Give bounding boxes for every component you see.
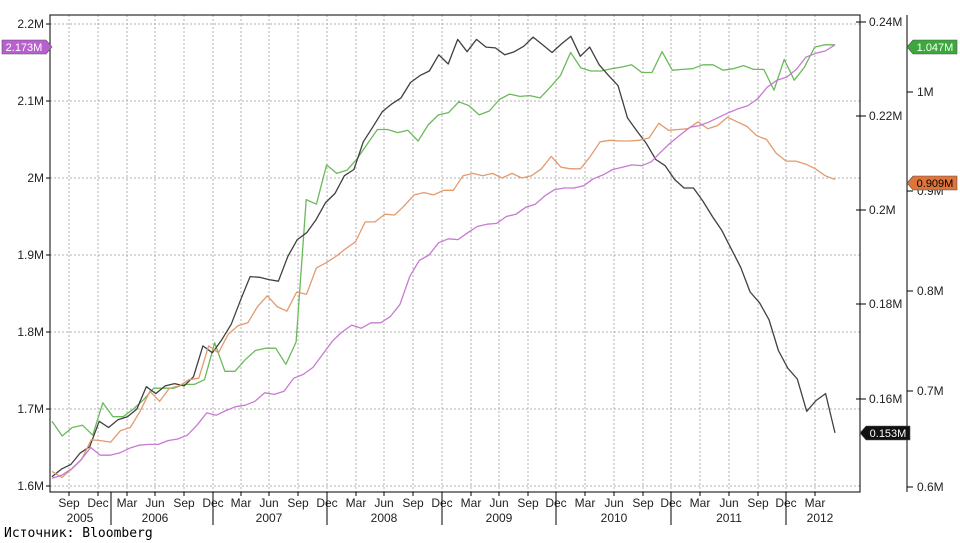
- value-badge: [906, 175, 958, 191]
- series-lines: [51, 35, 836, 479]
- right-a-tick-label: 0.24M: [869, 15, 902, 29]
- series-line: [51, 44, 836, 479]
- x-month-label: Sep: [632, 496, 654, 510]
- right-a-tick-label: 0.2M: [869, 203, 896, 217]
- source-note: Источник: Bloomberg: [4, 526, 153, 541]
- value-badge-label: 0.153M: [870, 428, 907, 440]
- left-tick-label: 2.1M: [17, 94, 44, 108]
- series-line: [51, 116, 836, 479]
- value-badge: [906, 39, 958, 55]
- x-year-label: 2007: [256, 511, 283, 525]
- x-month-label: Sep: [58, 496, 80, 510]
- left-tick-label: 1.7M: [17, 402, 44, 416]
- x-year-label: 2008: [371, 511, 398, 525]
- x-month-label: Jun: [489, 496, 508, 510]
- grid: [50, 15, 860, 492]
- value-badge-label: 2.173M: [6, 42, 43, 54]
- x-month-label: Sep: [287, 496, 309, 510]
- x-year-label: 2006: [142, 511, 169, 525]
- right-a-tick-label: 0.22M: [869, 109, 902, 123]
- x-month-label: Mar: [575, 496, 596, 510]
- x-month-label: Mar: [346, 496, 367, 510]
- x-month-label: Jun: [374, 496, 393, 510]
- x-month-label: Jun: [145, 496, 164, 510]
- right-axis-a: 0.24M 0.22M 0.2M 0.18M 0.16M: [856, 15, 902, 406]
- value-badge: [859, 425, 911, 441]
- x-month-label: Sep: [173, 496, 195, 510]
- right-b-tick-label: 0.6M: [917, 480, 944, 494]
- left-axis: 2.2M 2.1M 2M 1.9M 1.8M 1.7M 1.6M: [17, 17, 50, 493]
- plot-frame: [49, 14, 861, 493]
- x-year-label: 2010: [601, 511, 628, 525]
- left-tick-label: 1.9M: [17, 248, 44, 262]
- x-month-label: Jun: [259, 496, 278, 510]
- value-badge-label: 0.909M: [917, 178, 954, 190]
- left-tick-label: 1.8M: [17, 325, 44, 339]
- left-tick-label: 1.6M: [17, 479, 44, 493]
- x-year-label: 2005: [67, 511, 94, 525]
- x-month-label: Mar: [805, 496, 826, 510]
- x-month-label: Dec: [87, 496, 108, 510]
- right-a-tick-label: 0.18M: [869, 297, 902, 311]
- x-month-label: Jun: [604, 496, 623, 510]
- right-a-tick-label: 0.16M: [869, 392, 902, 406]
- series-line: [51, 35, 836, 478]
- right-b-tick-label: 1M: [917, 85, 934, 99]
- left-tick-label: 2.2M: [17, 17, 44, 31]
- right-axis-b: 1M0.9M0.8M0.7M0.6M: [906, 15, 944, 494]
- x-month-label: Mar: [461, 496, 482, 510]
- x-axis: Sep Dec Mar Jun Sep Dec Mar Jun Sep Dec Mar Jun Sep D…: [58, 492, 834, 525]
- x-month-label: Mar: [690, 496, 711, 510]
- right-b-tick-label: 0.8M: [917, 284, 944, 298]
- x-month-label: Sep: [517, 496, 539, 510]
- right-b-tick-label: 0.7M: [917, 384, 944, 398]
- x-month-label: Mar: [231, 496, 252, 510]
- x-year-label: 2012: [807, 511, 834, 525]
- x-year-label: 2011: [716, 511, 742, 525]
- x-year-label: 2009: [486, 511, 513, 525]
- value-badge: [1, 39, 53, 55]
- x-month-label: Mar: [117, 496, 138, 510]
- x-month-label: Sep: [402, 496, 424, 510]
- x-month-label: Sep: [747, 496, 769, 510]
- left-tick-label: 2M: [27, 171, 44, 185]
- x-month-label: Jun: [719, 496, 738, 510]
- last-value-badges: 2.173M 1.047M 0.909M 0.153M: [1, 39, 958, 441]
- value-badge-label: 1.047M: [917, 42, 954, 54]
